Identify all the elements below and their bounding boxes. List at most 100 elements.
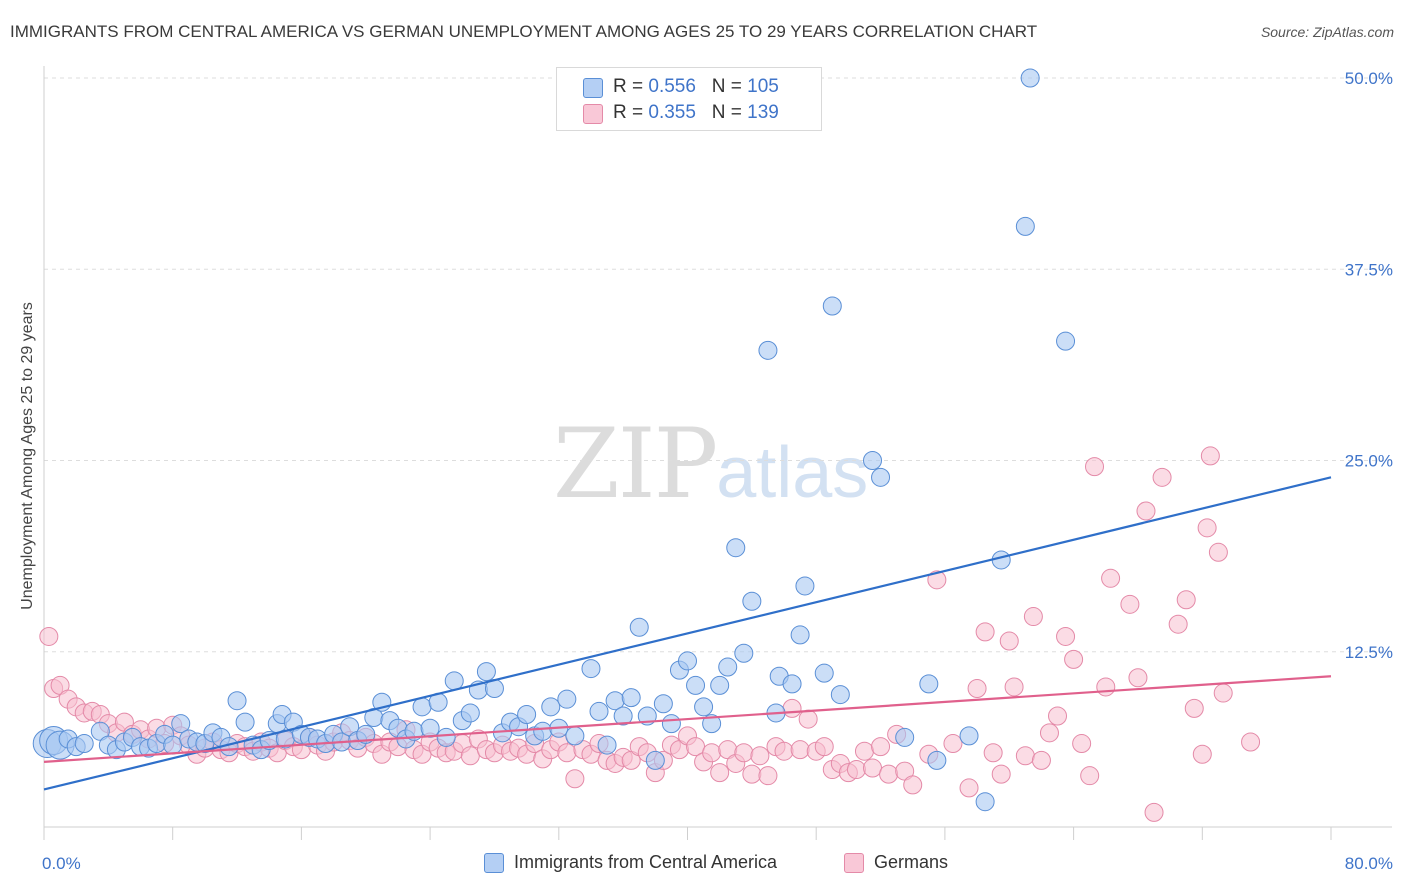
legend-r-blue: 0.556 xyxy=(648,76,696,97)
central-america-point xyxy=(1020,68,1040,88)
central-america-point xyxy=(533,721,553,741)
trend-lines xyxy=(43,476,1332,791)
germans-point xyxy=(975,622,995,642)
germans-point xyxy=(1056,626,1076,646)
germans-point xyxy=(1184,698,1204,718)
legend-r-pink: 0.355 xyxy=(648,102,696,123)
legend-n-blue: 105 xyxy=(747,76,779,97)
bottom-swatch-blue xyxy=(484,853,504,873)
germans-point xyxy=(1192,744,1212,764)
central-america-point xyxy=(541,697,561,717)
central-america-point xyxy=(678,651,697,671)
central-america-point xyxy=(830,685,850,705)
central-america-point xyxy=(1056,331,1076,351)
bottom-swatch-pink xyxy=(844,853,864,873)
germans-point xyxy=(1048,706,1068,726)
central-america-point xyxy=(718,657,738,677)
germans-point xyxy=(565,769,585,789)
germans-point xyxy=(782,698,802,718)
germans-point xyxy=(846,760,866,780)
germans-point xyxy=(734,743,754,763)
axes xyxy=(43,66,1392,840)
y-tick-label: 25.0% xyxy=(1345,452,1393,471)
central-america-point xyxy=(444,671,464,691)
germans-point xyxy=(1208,542,1228,562)
central-america-point xyxy=(589,701,609,721)
germans-point xyxy=(774,741,794,761)
germans-point xyxy=(1085,457,1105,477)
germans-point xyxy=(1101,568,1121,588)
y-axis-label: Unemployment Among Ages 25 to 29 years xyxy=(19,302,36,610)
germans-point xyxy=(1031,750,1051,770)
central-america-point xyxy=(795,576,815,596)
central-america-point xyxy=(356,724,376,744)
central-america-point xyxy=(621,688,641,708)
germans-point xyxy=(903,775,923,795)
central-america-point xyxy=(758,340,778,360)
central-america-point xyxy=(702,714,722,734)
chart-title: IMMIGRANTS FROM CENTRAL AMERICA VS GERMA… xyxy=(10,22,1038,41)
bottom-legend-label-pink: Germans xyxy=(874,852,949,872)
central-america-point xyxy=(163,735,183,755)
germans-point xyxy=(557,743,577,763)
source-credit: Source: ZipAtlas.com xyxy=(1260,24,1394,40)
germans-point xyxy=(1152,467,1172,487)
germans-point xyxy=(1241,732,1261,752)
central-america-point xyxy=(517,704,537,724)
watermark-zip: ZIP xyxy=(553,408,718,520)
germans-point xyxy=(863,758,883,778)
y-tick-label: 50.0% xyxy=(1345,69,1393,88)
germans-point xyxy=(1080,766,1100,786)
germans-point xyxy=(710,763,730,783)
central-america-point xyxy=(863,451,883,470)
legend-n-pink: 139 xyxy=(747,102,779,123)
germans-point xyxy=(1128,668,1148,688)
central-america-point xyxy=(1015,216,1035,236)
central-america-point xyxy=(959,726,979,746)
germans-point xyxy=(1023,607,1043,627)
germans-point xyxy=(871,737,891,757)
germans-point xyxy=(879,764,899,784)
central-america-point xyxy=(653,694,673,714)
central-america-point xyxy=(436,727,456,747)
central-america-point xyxy=(227,691,247,711)
watermark-atlas: atlas xyxy=(716,433,869,513)
central-america-point xyxy=(975,792,995,812)
germans-point xyxy=(1120,594,1140,614)
germans-point xyxy=(1200,446,1220,466)
germans-point xyxy=(959,778,979,798)
germans-point xyxy=(967,678,987,698)
central-america-point xyxy=(235,712,255,732)
grid-lines xyxy=(44,77,1392,653)
central-america-point xyxy=(171,714,191,734)
legend-swatch-pink xyxy=(583,104,603,124)
germans-point xyxy=(1136,501,1156,521)
legend-text-pink: R = 0.355 N = 139 xyxy=(613,102,779,123)
central-america-point xyxy=(476,662,496,682)
central-america-point xyxy=(645,750,665,770)
central-america-point xyxy=(460,703,480,723)
central-america-point xyxy=(420,718,440,738)
central-america-trendline xyxy=(43,476,1332,791)
germans-point xyxy=(854,741,874,761)
central-america-point xyxy=(686,675,706,695)
legend-swatch-blue xyxy=(583,78,603,98)
central-america-point xyxy=(871,467,891,487)
legend-text-blue: R = 0.556 N = 105 xyxy=(613,76,779,97)
central-america-point xyxy=(710,675,730,695)
germans-point xyxy=(927,570,947,590)
central-america-point xyxy=(629,617,649,637)
germans-point xyxy=(1004,677,1024,697)
x-tick-label-end: 80.0% xyxy=(1345,854,1393,873)
germans-point xyxy=(1213,683,1233,703)
central-america-point xyxy=(74,734,94,754)
central-america-point xyxy=(412,697,432,717)
germans-point xyxy=(758,766,778,786)
germans-point xyxy=(1176,590,1196,610)
germans-point xyxy=(750,746,770,766)
germans-point xyxy=(1144,802,1164,822)
germans-point xyxy=(1015,746,1035,766)
central-america-point xyxy=(790,625,810,645)
germans-point xyxy=(790,740,810,760)
central-america-point xyxy=(919,674,939,694)
